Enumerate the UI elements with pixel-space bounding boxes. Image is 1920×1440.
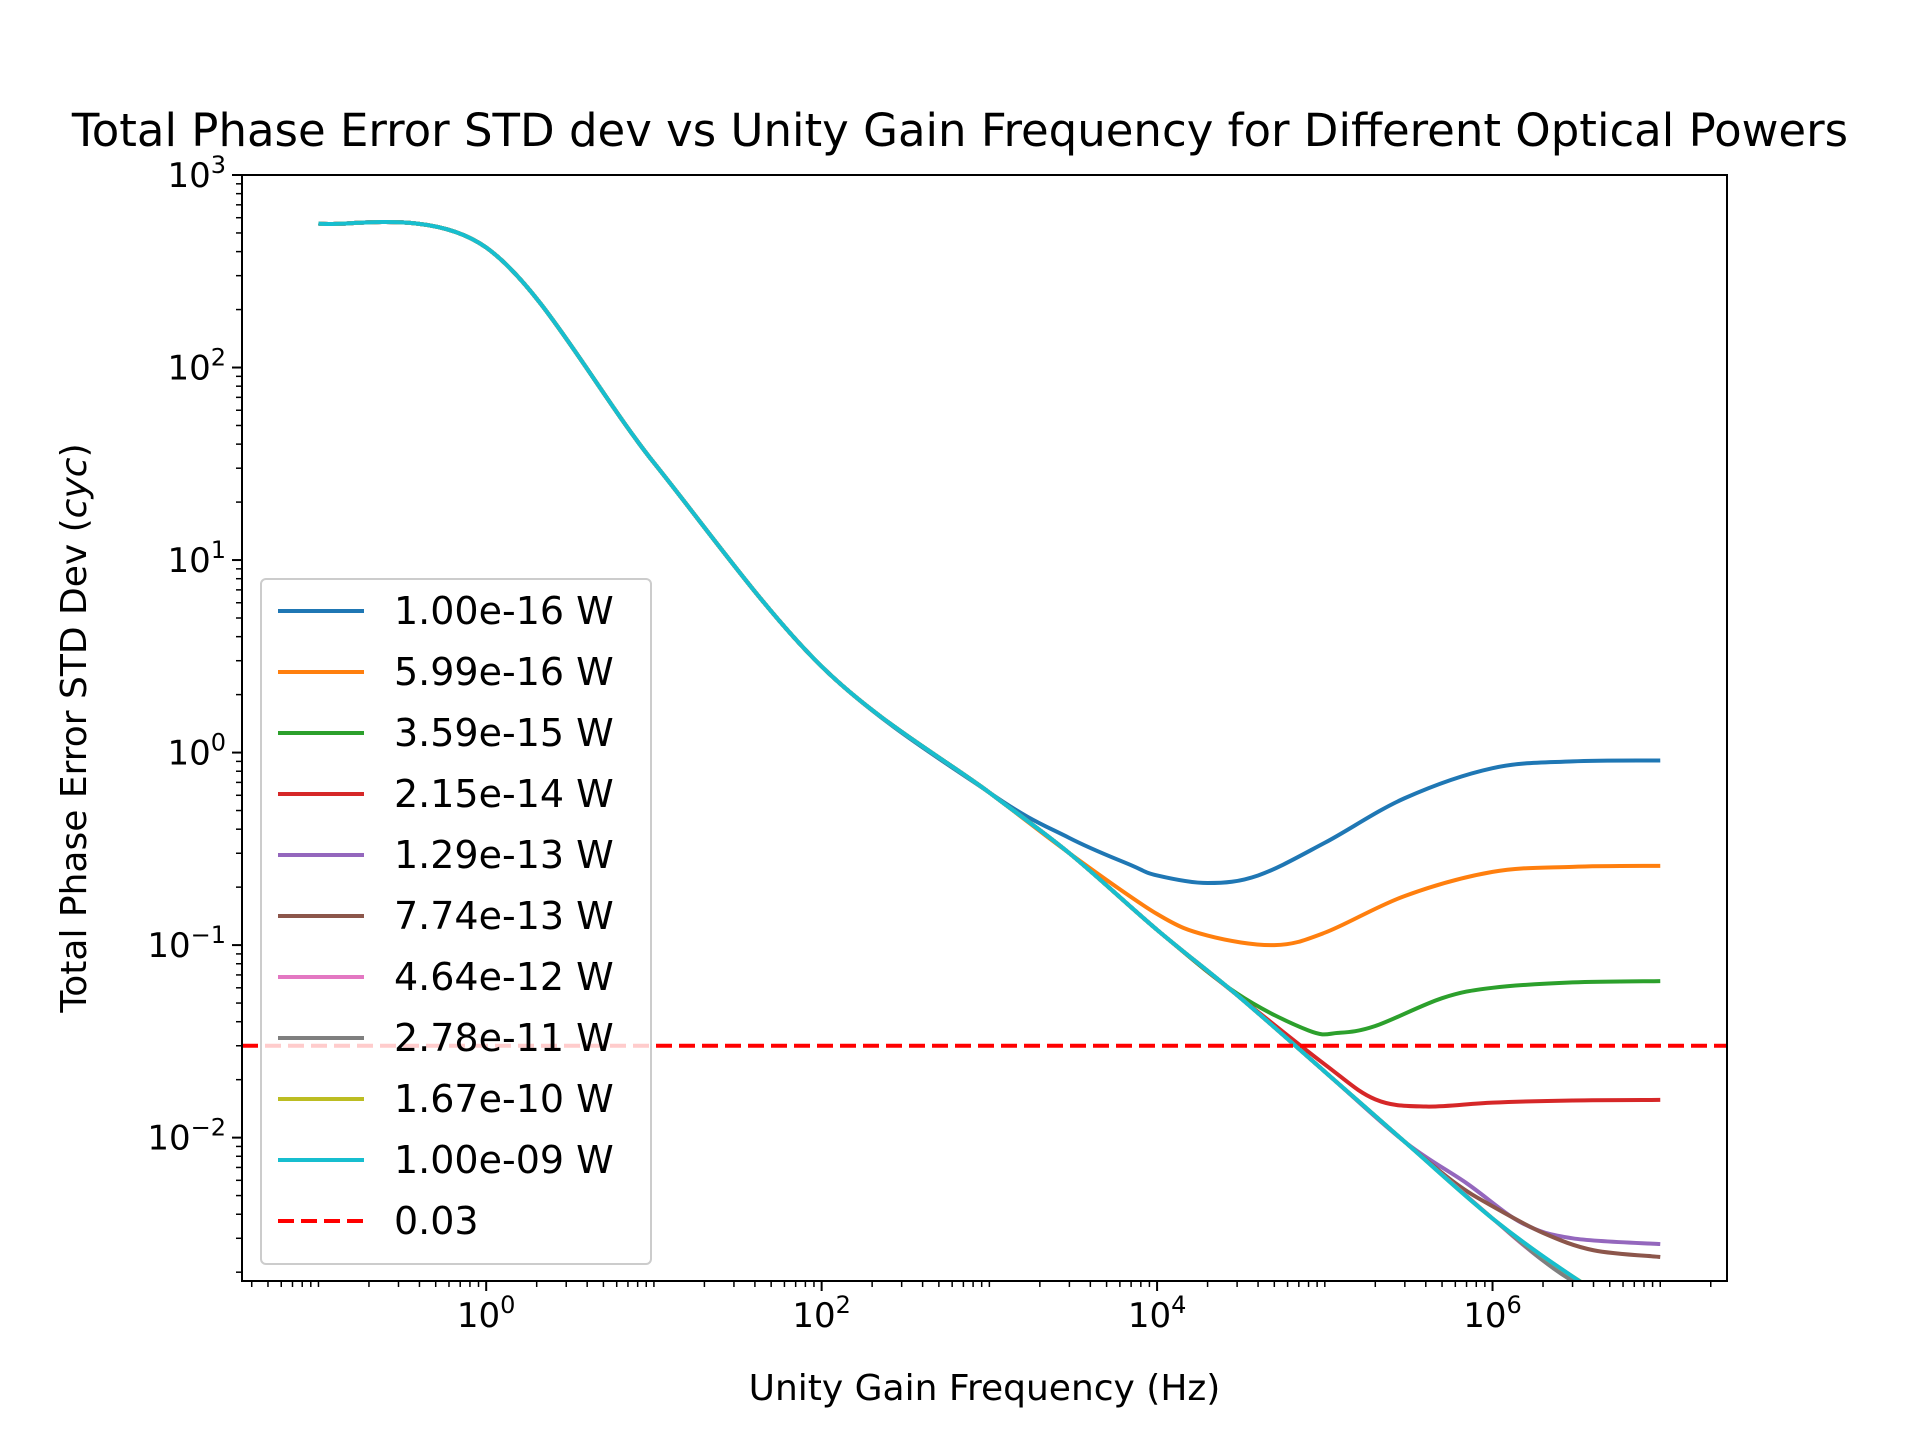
x-tick-base-2: 10 [1128,1296,1171,1336]
y-tick-base-0: 10 [147,1119,190,1159]
legend-label-2: 3.59e-15 W [394,711,614,755]
chart-title: Total Phase Error STD dev vs Unity Gain … [71,104,1848,157]
x-tick-label-3: 106 [1463,1291,1522,1336]
y-tick-base-1: 10 [147,926,190,966]
y-tick-exp-1: −1 [191,921,226,949]
axes-frame [241,174,1728,1282]
y-tick-exp-2: 0 [211,729,226,757]
legend-label-10: 0.03 [394,1199,479,1243]
legend-label-7: 2.78e-11 W [394,1016,614,1060]
legend-label-5: 7.74e-13 W [394,894,614,938]
y-tick-exp-5: 3 [211,151,226,179]
plot-area [242,220,1727,1281]
y-tick-label-2: 100 [167,729,226,774]
legend-label-3: 2.15e-14 W [394,772,614,816]
y-tick-base-2: 10 [167,734,210,774]
y-axis-label-unit: cyc [54,457,95,518]
x-tick-base-3: 10 [1463,1296,1506,1336]
legend-label-0: 1.00e-16 W [394,589,614,633]
x-tick-exp-1: 2 [836,1291,851,1319]
x-tick-label-0: 100 [457,1291,516,1336]
y-tick-exp-4: 2 [211,344,226,372]
x-tick-exp-0: 0 [500,1291,515,1319]
legend-label-4: 1.29e-13 W [394,833,614,877]
y-tick-label-5: 103 [167,151,226,196]
x-tick-exp-2: 4 [1171,1291,1186,1319]
x-tick-label-1: 102 [792,1291,851,1336]
y-tick-base-4: 10 [167,349,210,389]
legend: 1.00e-16 W 5.99e-16 W 3.59e-15 W 2.15e-14 W… [260,578,652,1265]
y-tick-label-4: 102 [167,344,226,389]
legend-box [260,578,652,1265]
legend-label-6: 4.64e-12 W [394,955,614,999]
x-tick-base-1: 10 [792,1296,835,1336]
y-tick-exp-3: 1 [211,536,226,564]
legend-label-1: 5.99e-16 W [394,650,614,694]
x-tick-exp-3: 6 [1507,1291,1522,1319]
y-tick-label-1: 10−1 [147,921,226,966]
y-tick-base-5: 10 [167,156,210,196]
x-tick-label-2: 104 [1128,1291,1187,1336]
legend-label-8: 1.67e-10 W [394,1077,614,1121]
legend-label-9: 1.00e-09 W [394,1138,614,1182]
series-line-9 [318,220,1583,1281]
y-tick-label-3: 101 [167,536,226,581]
y-axis-label-close: ) [54,443,95,457]
y-tick-label-0: 10−2 [147,1114,226,1159]
y-tick-base-3: 10 [167,541,210,581]
y-tick-exp-0: −2 [191,1114,226,1142]
x-tick-base-0: 10 [457,1296,500,1336]
y-axis-label: Total Phase Error STD Dev (cyc) [54,443,95,1013]
x-axis-label: Unity Gain Frequency (Hz) [749,1368,1221,1409]
y-axis-label-main: Total Phase Error STD Dev ( [54,518,95,1013]
